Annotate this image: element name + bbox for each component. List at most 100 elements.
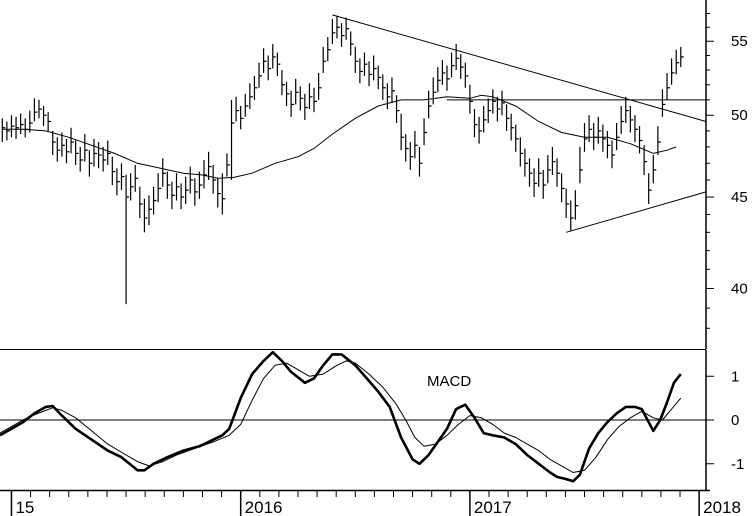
time-axis: 15 2016 2017 2018 (0, 489, 741, 516)
price-bar (391, 77, 395, 103)
price-bar (61, 132, 65, 157)
price-bar (629, 105, 634, 133)
price-bar (350, 31, 354, 56)
price-bar (107, 140, 111, 165)
price-bar (322, 46, 327, 73)
price-bar (386, 83, 391, 110)
price-bar (414, 130, 418, 159)
price-bar (359, 58, 363, 84)
price-bar (405, 134, 409, 162)
price-y-tick-label: 50 (731, 107, 748, 124)
price-bar (249, 83, 253, 110)
price-bar (661, 89, 666, 117)
price-bar (437, 67, 441, 93)
price-bar (134, 164, 139, 192)
time-tick-label: 2018 (703, 498, 741, 516)
price-bar (363, 52, 368, 76)
price-bar (620, 105, 625, 135)
price-bar (455, 44, 460, 70)
price-bar (418, 146, 423, 177)
price-bar (111, 156, 116, 186)
price-bar (450, 52, 455, 78)
price-bar (336, 16, 340, 39)
price-bar (666, 72, 671, 100)
price-bar (565, 188, 570, 219)
price-bar (70, 127, 75, 154)
price-bar (432, 77, 437, 105)
price-bar (643, 145, 648, 175)
macd-plot-area (0, 350, 706, 483)
price-bar (675, 49, 680, 75)
price-bar (230, 99, 235, 180)
price-bar (616, 123, 620, 151)
price-bar (634, 115, 638, 143)
price-bar (400, 113, 405, 151)
price-bar (226, 153, 230, 177)
price-bar (648, 173, 652, 204)
price-bar (84, 134, 88, 162)
price-bar (180, 183, 185, 210)
price-bar (198, 171, 203, 199)
price-bar (175, 173, 180, 201)
price-bar (492, 89, 496, 114)
price-bar (460, 54, 464, 79)
price-bar (166, 171, 171, 199)
moving-average-line (2, 94, 677, 179)
price-bar (496, 96, 501, 122)
price-bar (304, 93, 308, 120)
price-bar (52, 130, 56, 156)
price-bar (611, 140, 616, 169)
price-bar (579, 146, 583, 184)
price-bar (570, 200, 574, 231)
price-bar (116, 168, 120, 196)
price-bar (680, 46, 684, 68)
price-bar (65, 138, 70, 164)
price-y-tick-label: 55 (731, 33, 748, 50)
price-bar (340, 23, 345, 47)
price-bar (207, 151, 212, 180)
price-bar (221, 173, 226, 215)
price-bar (152, 186, 157, 215)
price-bar (560, 173, 565, 203)
macd-signal-line (0, 360, 682, 473)
price-bar (515, 124, 519, 152)
price-bar (10, 115, 15, 138)
time-tick-label: 2016 (245, 498, 283, 516)
price-bar (373, 55, 377, 81)
price-bar (318, 72, 322, 100)
price-bar (446, 65, 450, 91)
price-bar (185, 176, 189, 204)
price-bar (42, 105, 47, 127)
price-bar (542, 169, 547, 199)
price-bar (290, 90, 295, 117)
price-bar (267, 55, 272, 81)
price-bar (377, 65, 382, 90)
price-bar (597, 116, 602, 144)
time-tick-label: 2017 (474, 498, 512, 516)
price-bar (272, 44, 276, 69)
price-bar (139, 186, 143, 219)
price-bar (313, 87, 318, 113)
price-bar (327, 37, 331, 62)
price-bar (194, 178, 198, 206)
macd-y-tick-label: -1 (731, 456, 744, 473)
price-bar (157, 173, 162, 203)
price-bar (551, 146, 556, 175)
price-bar (258, 62, 263, 88)
price-bar (652, 155, 657, 184)
price-bar (524, 148, 528, 177)
price-bar (354, 46, 359, 73)
price-bar (97, 142, 102, 169)
macd-y-tick-label: 0 (731, 412, 739, 429)
price-bar (189, 166, 194, 194)
price-bar (93, 138, 97, 167)
price-bar (528, 158, 533, 187)
price-bar (285, 81, 290, 106)
price-bar (253, 75, 258, 100)
price-bar (143, 198, 148, 233)
price-bar (244, 93, 249, 117)
price-bar (657, 126, 661, 156)
price-bar (428, 90, 432, 119)
price-bar (162, 158, 166, 187)
price-bar (47, 112, 52, 131)
